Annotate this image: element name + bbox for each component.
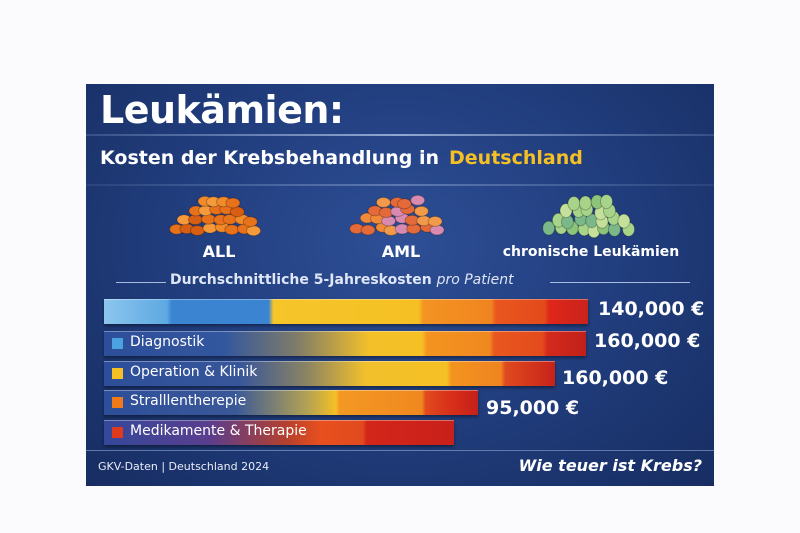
subtitle-highlight: Deutschland — [449, 147, 583, 169]
green-pills-icon — [542, 194, 636, 239]
pill — [396, 198, 412, 210]
page-title: Leukämien: — [100, 88, 344, 132]
divider — [116, 282, 166, 283]
divider — [86, 450, 714, 451]
bar-medikamente-therapie: Medikamente & Therapie — [104, 420, 454, 445]
bar-diagnostik: Diagnostik — [104, 331, 586, 356]
bar-strahlentherapie: Stralllentherepie — [104, 390, 478, 415]
medikamente-swatch — [112, 427, 123, 438]
section-label-italic: pro Patient — [436, 272, 514, 288]
pill — [375, 196, 391, 208]
category-label-all: ALL — [202, 242, 236, 261]
source-note: GKV-Daten | Deutschland 2024 — [98, 460, 270, 473]
pill — [225, 197, 241, 209]
pill — [224, 224, 240, 236]
pill — [242, 216, 258, 228]
pill — [578, 195, 592, 211]
diagnostik-swatch — [112, 338, 123, 349]
pill — [567, 196, 581, 212]
pill — [413, 205, 429, 217]
bar-1 — [104, 299, 588, 324]
bar-4-value: 95,000 € — [486, 397, 580, 419]
section-label: Durchschnittliche 5-Jahreskosten pro Pat… — [170, 272, 514, 288]
divider — [86, 134, 714, 136]
pill — [617, 213, 631, 229]
subtitle: Kosten der Krebsbehandlung in Deutschland — [100, 147, 583, 169]
pill — [600, 194, 614, 210]
tagline: Wie teuer ist Krebs? — [518, 456, 702, 475]
subtitle-text: Kosten der Krebsbehandlung in — [100, 147, 440, 169]
pill — [189, 225, 205, 237]
pill — [246, 225, 262, 237]
bar-label: Stralllentherepie — [130, 393, 247, 409]
bar-3-value: 160,000 € — [562, 367, 669, 389]
orange-pills-icon — [169, 195, 262, 237]
category-label-chronic: chronische Leukämien — [502, 244, 680, 260]
pill — [542, 220, 556, 236]
bar-2-value: 160,000 € — [594, 330, 701, 352]
pill — [360, 224, 376, 236]
bar-label: Medikamente & Therapie — [130, 423, 307, 439]
strahlentherapie-swatch — [112, 397, 123, 408]
category-label-aml: AML — [381, 242, 421, 261]
bar-operation-klinik: Operation & Klinik — [104, 361, 555, 386]
infographic-card: Leukämien: Kosten der Krebsbehandlung in… — [86, 84, 714, 486]
section-label-main: Durchschnittliche 5-Jahreskosten — [170, 272, 432, 288]
bar-label: Diagnostik — [130, 334, 205, 350]
orange-pink-pills-icon — [349, 194, 445, 236]
bar-label: Operation & Klinik — [130, 364, 258, 380]
section-heading: Durchschnittliche 5-Jahreskosten pro Pat… — [86, 272, 714, 292]
divider — [86, 184, 714, 186]
operation-swatch — [112, 368, 123, 379]
pill — [410, 194, 426, 206]
divider — [550, 282, 690, 283]
pill — [427, 215, 443, 227]
bar-1-value: 140,000 € — [598, 298, 705, 320]
